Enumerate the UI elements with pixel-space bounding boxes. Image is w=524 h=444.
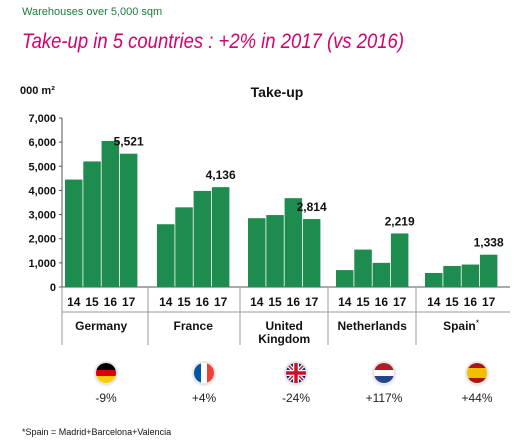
bar — [372, 262, 391, 287]
bar — [157, 224, 175, 287]
footnote: *Spain = Madrid+Barcelona+Valencia — [22, 427, 172, 437]
y-axis-unit: 000 m² — [20, 85, 55, 97]
x-year-label: 17 — [305, 295, 319, 309]
x-year-label: 16 — [104, 295, 118, 309]
bar — [175, 207, 193, 287]
france-flag-icon — [194, 363, 214, 383]
bar — [83, 161, 101, 287]
y-tick-label: 1,000 — [28, 258, 56, 270]
data-label: 2,219 — [385, 214, 415, 228]
bar — [461, 264, 480, 287]
y-tick-label: 4,000 — [28, 185, 56, 197]
x-year-label: 16 — [287, 295, 301, 309]
data-label: 1,338 — [474, 236, 504, 250]
x-year-label: 14 — [338, 295, 352, 309]
growth-netherlands: +117% — [365, 391, 403, 405]
growth-france: +4% — [191, 391, 217, 405]
bar — [479, 254, 498, 287]
bar — [65, 179, 83, 287]
bar — [248, 218, 266, 287]
bar — [101, 140, 120, 287]
bar — [284, 198, 303, 287]
x-year-label: 15 — [268, 295, 282, 309]
y-tick-label: 0 — [50, 282, 56, 294]
bar — [266, 215, 284, 287]
data-label: 2,814 — [297, 200, 327, 214]
x-year-label: 14 — [67, 295, 81, 309]
headline: Take-up in 5 countries : +2% in 2017 (vs… — [22, 30, 404, 54]
x-year-label: 14 — [427, 295, 441, 309]
growth-spain: +44% — [461, 391, 493, 405]
x-year-label: 17 — [393, 295, 407, 309]
bar — [193, 190, 212, 287]
y-tick-label: 3,000 — [28, 210, 56, 222]
top-caption: Warehouses over 5,000 sqm — [22, 6, 163, 18]
y-tick-label: 6,000 — [28, 137, 56, 149]
data-label: 4,136 — [206, 168, 236, 182]
headline-main: Take-up in 5 countries : +2% in 2017 — [22, 30, 322, 53]
bar — [302, 219, 321, 287]
x-year-label: 17 — [122, 295, 136, 309]
chart-title: Take-up — [250, 84, 304, 100]
bar — [119, 153, 138, 287]
y-tick-label: 7,000 — [28, 113, 56, 125]
x-year-label: 16 — [196, 295, 210, 309]
growth-germany: -9% — [95, 391, 117, 405]
x-year-label: 17 — [214, 295, 228, 309]
bar — [390, 233, 409, 287]
data-label: 5,521 — [114, 135, 144, 149]
country-label: Kingdom — [258, 332, 310, 346]
x-year-label: 15 — [356, 295, 370, 309]
x-year-label: 15 — [177, 295, 191, 309]
spain-flag-icon — [467, 363, 487, 383]
netherlands-flag-icon — [374, 363, 394, 383]
country-label: United — [266, 319, 303, 333]
growth-united-kingdom: -24% — [281, 391, 310, 405]
take-up-chart: 0 1,000 2,000 3,000 4,000 5,000 6,000 7,000 14 15… — [28, 113, 510, 346]
headline-suffix: (vs 2016) — [321, 30, 404, 53]
bar — [354, 249, 372, 287]
uk-flag-icon — [286, 363, 306, 383]
x-year-label: 16 — [375, 295, 389, 309]
x-year-label: 14 — [159, 295, 173, 309]
x-year-label: 17 — [482, 295, 496, 309]
country-label: Germany — [75, 319, 127, 333]
y-tick-label: 2,000 — [28, 234, 56, 246]
germany-flag-icon — [96, 363, 116, 383]
y-tick-label: 5,000 — [28, 161, 56, 173]
bar — [211, 187, 230, 287]
bar — [336, 270, 354, 287]
x-year-label: 14 — [250, 295, 264, 309]
x-year-label: 15 — [85, 295, 99, 309]
x-year-label: 15 — [445, 295, 459, 309]
country-label: Spain* — [443, 318, 480, 333]
bar — [425, 272, 443, 287]
country-label: France — [174, 319, 214, 333]
bar — [443, 265, 461, 287]
x-year-label: 16 — [464, 295, 478, 309]
country-label: Netherlands — [338, 319, 408, 333]
